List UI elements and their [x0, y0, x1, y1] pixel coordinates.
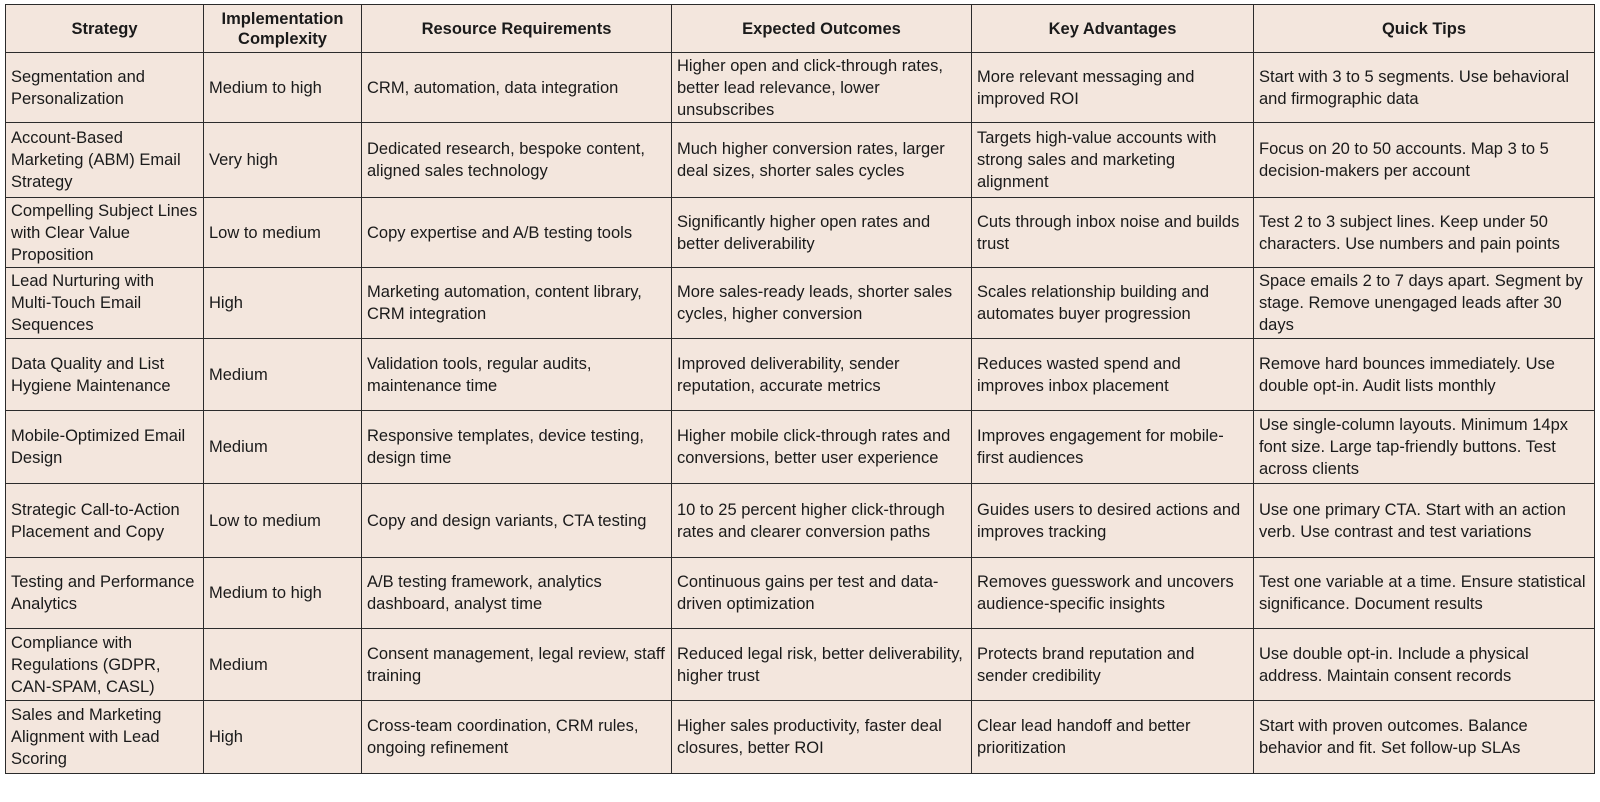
- cell-advantages: Clear lead handoff and better prioritiza…: [971, 700, 1254, 774]
- strategy-table-wrapper: Strategy Implementation Complexity Resou…: [5, 4, 1595, 774]
- strategy-table: Strategy Implementation Complexity Resou…: [5, 4, 1595, 774]
- column-header-outcomes: Expected Outcomes: [671, 4, 972, 53]
- cell-outcomes: Higher mobile click-through rates and co…: [671, 410, 972, 484]
- table-row: Data Quality and List Hygiene Maintenanc…: [5, 338, 1595, 411]
- cell-complexity: Medium: [203, 410, 362, 484]
- table-row: Segmentation and Personalization Medium …: [5, 52, 1595, 123]
- cell-tips: Use one primary CTA. Start with an actio…: [1253, 483, 1595, 558]
- cell-advantages: Removes guesswork and uncovers audience-…: [971, 557, 1254, 629]
- table-header-row: Strategy Implementation Complexity Resou…: [5, 4, 1595, 53]
- cell-tips: Test one variable at a time. Ensure stat…: [1253, 557, 1595, 629]
- cell-resources: Consent management, legal review, staff …: [361, 628, 672, 701]
- column-header-resources: Resource Requirements: [361, 4, 672, 53]
- table-row: Compliance with Regulations (GDPR, CAN-S…: [5, 628, 1595, 701]
- cell-tips: Remove hard bounces immediately. Use dou…: [1253, 338, 1595, 411]
- table-row: Mobile-Optimized Email Design Medium Res…: [5, 410, 1595, 484]
- cell-complexity: Low to medium: [203, 483, 362, 558]
- cell-outcomes: Higher sales productivity, faster deal c…: [671, 700, 972, 774]
- table-row: Lead Nurturing with Multi-Touch Email Se…: [5, 267, 1595, 339]
- cell-resources: Validation tools, regular audits, mainte…: [361, 338, 672, 411]
- cell-resources: Cross-team coordination, CRM rules, ongo…: [361, 700, 672, 774]
- cell-strategy: Compliance with Regulations (GDPR, CAN-S…: [5, 628, 204, 701]
- cell-advantages: Guides users to desired actions and impr…: [971, 483, 1254, 558]
- cell-complexity: Very high: [203, 122, 362, 198]
- table-row: Compelling Subject Lines with Clear Valu…: [5, 197, 1595, 268]
- cell-tips: Start with 3 to 5 segments. Use behavior…: [1253, 52, 1595, 123]
- cell-strategy: Compelling Subject Lines with Clear Valu…: [5, 197, 204, 268]
- cell-tips: Focus on 20 to 50 accounts. Map 3 to 5 d…: [1253, 122, 1595, 198]
- cell-tips: Test 2 to 3 subject lines. Keep under 50…: [1253, 197, 1595, 268]
- table-row: Account-Based Marketing (ABM) Email Stra…: [5, 122, 1595, 198]
- cell-tips: Use single-column layouts. Minimum 14px …: [1253, 410, 1595, 484]
- cell-advantages: Cuts through inbox noise and builds trus…: [971, 197, 1254, 268]
- cell-outcomes: Higher open and click-through rates, bet…: [671, 52, 972, 123]
- cell-resources: Marketing automation, content library, C…: [361, 267, 672, 339]
- cell-outcomes: Improved deliverability, sender reputati…: [671, 338, 972, 411]
- cell-strategy: Account-Based Marketing (ABM) Email Stra…: [5, 122, 204, 198]
- cell-complexity: Medium: [203, 628, 362, 701]
- cell-advantages: More relevant messaging and improved ROI: [971, 52, 1254, 123]
- cell-outcomes: Much higher conversion rates, larger dea…: [671, 122, 972, 198]
- cell-outcomes: Continuous gains per test and data-drive…: [671, 557, 972, 629]
- cell-complexity: High: [203, 267, 362, 339]
- cell-outcomes: More sales-ready leads, shorter sales cy…: [671, 267, 972, 339]
- cell-outcomes: Significantly higher open rates and bett…: [671, 197, 972, 268]
- cell-advantages: Reduces wasted spend and improves inbox …: [971, 338, 1254, 411]
- cell-strategy: Mobile-Optimized Email Design: [5, 410, 204, 484]
- column-header-tips: Quick Tips: [1253, 4, 1595, 53]
- cell-complexity: High: [203, 700, 362, 774]
- cell-resources: Copy and design variants, CTA testing: [361, 483, 672, 558]
- cell-resources: A/B testing framework, analytics dashboa…: [361, 557, 672, 629]
- cell-tips: Space emails 2 to 7 days apart. Segment …: [1253, 267, 1595, 339]
- table-row: Testing and Performance Analytics Medium…: [5, 557, 1595, 629]
- cell-complexity: Medium: [203, 338, 362, 411]
- cell-advantages: Protects brand reputation and sender cre…: [971, 628, 1254, 701]
- cell-strategy: Strategic Call-to-Action Placement and C…: [5, 483, 204, 558]
- cell-resources: Dedicated research, bespoke content, ali…: [361, 122, 672, 198]
- cell-strategy: Data Quality and List Hygiene Maintenanc…: [5, 338, 204, 411]
- column-header-strategy: Strategy: [5, 4, 204, 53]
- cell-strategy: Lead Nurturing with Multi-Touch Email Se…: [5, 267, 204, 339]
- cell-complexity: Low to medium: [203, 197, 362, 268]
- cell-resources: Responsive templates, device testing, de…: [361, 410, 672, 484]
- cell-outcomes: 10 to 25 percent higher click-through ra…: [671, 483, 972, 558]
- cell-strategy: Segmentation and Personalization: [5, 52, 204, 123]
- cell-complexity: Medium to high: [203, 52, 362, 123]
- cell-advantages: Targets high-value accounts with strong …: [971, 122, 1254, 198]
- cell-outcomes: Reduced legal risk, better deliverabilit…: [671, 628, 972, 701]
- table-row: Strategic Call-to-Action Placement and C…: [5, 483, 1595, 558]
- table-row: Sales and Marketing Alignment with Lead …: [5, 700, 1595, 774]
- cell-strategy: Sales and Marketing Alignment with Lead …: [5, 700, 204, 774]
- column-header-complexity: Implementation Complexity: [203, 4, 362, 53]
- cell-tips: Start with proven outcomes. Balance beha…: [1253, 700, 1595, 774]
- cell-strategy: Testing and Performance Analytics: [5, 557, 204, 629]
- cell-advantages: Improves engagement for mobile-first aud…: [971, 410, 1254, 484]
- column-header-advantages: Key Advantages: [971, 4, 1254, 53]
- cell-resources: Copy expertise and A/B testing tools: [361, 197, 672, 268]
- cell-tips: Use double opt-in. Include a physical ad…: [1253, 628, 1595, 701]
- cell-advantages: Scales relationship building and automat…: [971, 267, 1254, 339]
- cell-resources: CRM, automation, data integration: [361, 52, 672, 123]
- cell-complexity: Medium to high: [203, 557, 362, 629]
